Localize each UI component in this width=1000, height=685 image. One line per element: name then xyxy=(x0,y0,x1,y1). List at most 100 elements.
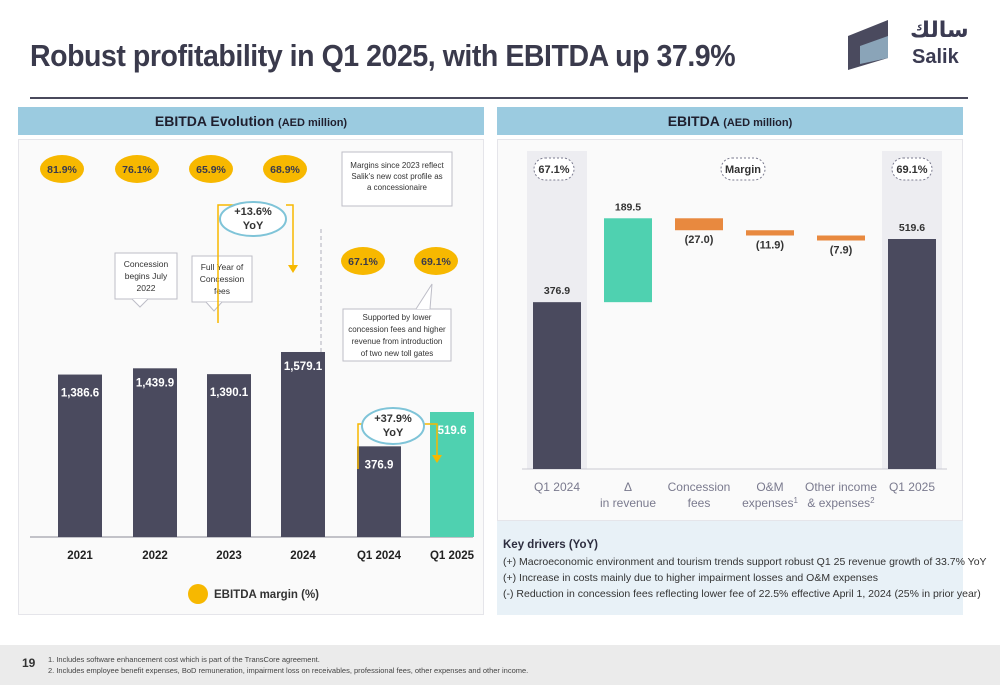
margin-note-line: Margins since 2023 reflect xyxy=(350,161,444,170)
bar-value-label: (11.9) xyxy=(756,240,784,252)
callout-text: Concession xyxy=(200,274,245,284)
bar-value-label: 376.9 xyxy=(544,285,570,297)
margin-badge-label: 76.1% xyxy=(122,164,152,176)
yoy-annual-arrow xyxy=(286,204,294,267)
margin-badge xyxy=(115,155,159,183)
category-label: 2022 xyxy=(142,550,168,562)
margin-badge xyxy=(263,155,307,183)
category-label: O&M xyxy=(756,480,783,494)
bar-value-label: (7.9) xyxy=(830,245,853,257)
waterfall-bar xyxy=(533,302,581,469)
callout-supported xyxy=(342,308,452,362)
bar-value-label: 376.9 xyxy=(365,459,394,471)
legend-label: EBITDA margin (%) xyxy=(214,589,319,601)
category-label: fees xyxy=(688,496,711,510)
waterfall-bar xyxy=(888,239,936,469)
key-drivers-title: Key drivers (YoY) xyxy=(503,539,599,551)
margin-badge-label: 81.9% xyxy=(47,164,77,176)
bar-2024 xyxy=(281,352,325,537)
category-label: Q1 2025 xyxy=(430,550,475,562)
bar-value-label: 519.6 xyxy=(438,425,467,437)
margin-badge xyxy=(40,155,84,183)
driver-line-3: (-) Reduction in concession fees reflect… xyxy=(503,588,981,600)
margin-pill-center xyxy=(720,157,766,181)
waterfall-bar xyxy=(746,230,794,236)
category-label: 2021 xyxy=(67,550,93,562)
callout-pointer xyxy=(415,283,433,310)
ebitda-evolution-chart: Margins since 2023 reflect Salik's new co… xyxy=(30,151,475,604)
bar-value-label: 1,390.1 xyxy=(210,387,249,399)
arrowhead-icon xyxy=(432,455,442,463)
category-label: Δ xyxy=(624,480,632,494)
margin-badge xyxy=(414,247,458,275)
yoy-quarter-badge xyxy=(361,407,425,445)
bar-q1-2024 xyxy=(357,446,401,537)
yoy-quarter-text: +37.9% xyxy=(374,413,412,425)
margin-badge xyxy=(189,155,233,183)
callout-text: revenue from introduction xyxy=(352,337,443,346)
category-label: in revenue xyxy=(600,496,656,510)
waterfall-bar xyxy=(604,218,652,303)
left-panel-header: EBITDA Evolution (AED million) xyxy=(18,107,484,135)
salik-logo-icon xyxy=(848,20,888,70)
key-drivers-box: Key drivers (YoY) (+) Macroeconomic envi… xyxy=(497,521,987,615)
callout-text: 2022 xyxy=(137,283,156,293)
bar-value-label: (27.0) xyxy=(685,234,714,246)
logo-english-text: Salik xyxy=(912,46,959,68)
driver-line-1: (+) Macroeconomic environment and touris… xyxy=(503,556,987,568)
bar-value-label: 189.5 xyxy=(615,201,641,213)
category-label: 2023 xyxy=(216,550,242,562)
callout-full-year xyxy=(191,255,253,303)
left-header-unit: (AED million) xyxy=(278,117,348,129)
arrowhead-icon xyxy=(288,265,298,273)
bar-value-label: 1,386.6 xyxy=(61,388,99,400)
title-divider xyxy=(30,97,968,99)
legend-swatch xyxy=(188,584,208,604)
margin-note-box xyxy=(341,151,453,207)
right-header-title: EBITDA xyxy=(667,113,720,129)
callout-text: of two new toll gates xyxy=(361,349,433,358)
waterfall-bar xyxy=(675,218,723,231)
yoy-annual-badge xyxy=(219,201,287,237)
right-panel-header: EBITDA (AED million) xyxy=(497,107,963,135)
margin-pill-q1-2025 xyxy=(891,157,933,181)
callout-text: Concession xyxy=(124,259,169,269)
margin-pill-q1-2024-label: 67.1% xyxy=(538,164,569,176)
page-number: 19 xyxy=(22,656,36,670)
margin-note-line: Salik's new cost profile as xyxy=(351,172,442,181)
callout-text: concession fees and higher xyxy=(348,325,446,334)
bar-2021 xyxy=(58,374,102,537)
category-label: Q1 2025 xyxy=(889,480,935,494)
category-label: 2024 xyxy=(290,550,316,562)
yoy-annual-text: +13.6% xyxy=(234,206,272,218)
bar-2022 xyxy=(133,368,177,537)
category-label: Concession xyxy=(668,480,731,494)
driver-line-2: (+) Increase in costs mainly due to high… xyxy=(503,572,878,584)
margin-note-line: a concessionaire xyxy=(367,183,428,192)
category-label: Q1 2024 xyxy=(357,550,402,562)
right-header-unit: (AED million) xyxy=(723,117,793,129)
page-title: Robust profitability in Q1 2025, with EB… xyxy=(30,38,736,73)
callout-text: fees xyxy=(214,286,230,296)
margin-pill-q1-2024 xyxy=(533,157,575,181)
callout-text: Full Year of xyxy=(201,262,244,272)
yoy-quarter-text: YoY xyxy=(383,427,404,439)
category-label: Q1 2024 xyxy=(534,480,580,494)
callout-pointer xyxy=(131,298,149,308)
footnote-2: 2. Includes employee benefit expenses, B… xyxy=(48,666,529,675)
bar-value-label: 519.6 xyxy=(899,222,925,234)
footer-bar xyxy=(0,645,1000,685)
margin-pill-center-label: Margin xyxy=(725,164,761,176)
footnote-1: 1. Includes software enhancement cost wh… xyxy=(48,655,320,664)
bar-value-label: 1,579.1 xyxy=(284,361,323,373)
ebitda-waterfall-chart: 376.9 Q1 2024 189.5 Δin revenue (27.0) Conces… xyxy=(522,151,947,510)
logo-arabic-text: سالك xyxy=(910,18,969,43)
margin-pill-q1-2025-label: 69.1% xyxy=(896,164,927,176)
margin-badge-label: 65.9% xyxy=(196,164,226,176)
callout-text: begins July xyxy=(125,271,168,281)
category-label: & expenses2 xyxy=(807,496,875,510)
margin-badge-label: 69.1% xyxy=(421,256,451,268)
left-header-title: EBITDA Evolution xyxy=(154,113,275,129)
callout-text: Supported by lower xyxy=(363,313,432,322)
margin-badge xyxy=(341,247,385,275)
